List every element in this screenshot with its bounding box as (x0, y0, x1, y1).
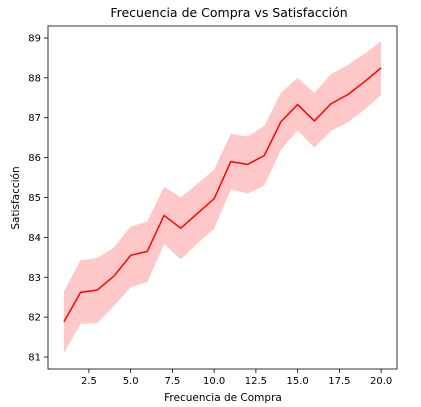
x-tick-label: 12.5 (245, 376, 267, 387)
x-axis-label: Frecuencia de Compra (164, 392, 282, 404)
y-tick-label: 82 (28, 313, 41, 324)
y-tick-label: 81 (28, 353, 41, 364)
y-tick-label: 85 (28, 193, 41, 204)
x-tick-label: 15.0 (287, 376, 309, 387)
y-tick-label: 87 (28, 113, 41, 124)
y-tick-label: 83 (28, 273, 41, 284)
y-tick-label: 84 (28, 233, 41, 244)
y-tick-label: 89 (28, 33, 41, 44)
x-tick-label: 10.0 (203, 376, 225, 387)
plot-area: 2.5 5.0 7.5 10.0 12.5 15.0 17.5 20.0 81 82 83 84 85 8… (28, 25, 398, 387)
y-axis-label: Satisfacción (10, 166, 22, 229)
x-tick-label: 20.0 (370, 376, 392, 387)
y-tick-label: 86 (28, 153, 41, 164)
y-tick-label: 88 (28, 73, 41, 84)
series-line (63, 67, 382, 323)
x-tick-label: 5.0 (123, 376, 139, 387)
confidence-band (63, 41, 382, 354)
x-tick-label: 2.5 (81, 376, 97, 387)
chart-title: Frecuencia de Compra vs Satisfacción (110, 5, 347, 20)
x-tick-label: 17.5 (328, 376, 350, 387)
x-tick-label: 7.5 (164, 376, 180, 387)
